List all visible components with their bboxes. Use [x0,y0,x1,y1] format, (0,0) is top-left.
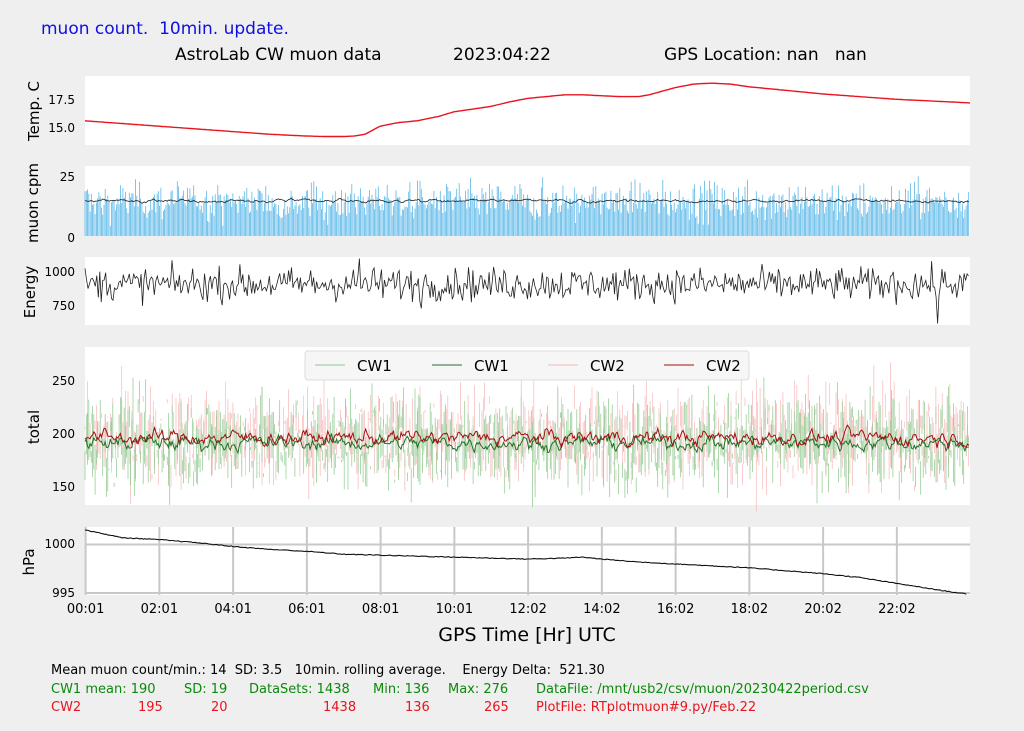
chart-subtitle: AstroLab CW muon data [175,45,382,65]
cw1-mean: CW1 mean: 190 [51,682,156,697]
temp-ytick: 17.5 [48,93,75,107]
page-title: muon count. 10min. update. [41,19,289,39]
total-plot [84,362,970,512]
total-ytick: 200 [52,427,75,441]
hpa-ytick: 1000 [44,537,75,551]
legend-cw1-raw: CW1 [357,357,392,375]
cw2-max: 265 [484,700,509,715]
hpa-plot [84,527,970,595]
x-tick-label: 10:01 [436,602,473,617]
x-tick-label: 18:02 [731,602,768,617]
x-tick-label: 20:02 [804,602,841,617]
temp-panel [85,76,970,145]
x-axis-label: GPS Time [Hr] UTC [438,624,615,646]
total-ytick: 250 [52,374,75,388]
total-legend: CW1 CW1 CW2 CW2 [304,350,750,381]
x-tick-label: 14:02 [583,602,620,617]
pressure-line [84,529,967,595]
energy-plot [84,258,969,324]
energy-panel [85,257,970,325]
cw1-datasets: DataSets: 1438 [249,682,350,697]
legend-cw2-avg: CW2 [706,357,741,375]
x-tick-label: 06:01 [288,602,325,617]
x-tick-labels: 00:01 02:01 04:01 06:01 08:01 10:01 12:02 14:02… [67,602,916,617]
total-ytick: 150 [52,480,75,494]
x-tick-label: 12:02 [509,602,546,617]
gps-location: GPS Location: nan nan [664,45,867,65]
temp-plot [84,82,971,138]
legend-cw1-avg: CW1 [474,357,509,375]
energy-ytick: 750 [52,299,75,313]
chart-date: 2023:04:22 [453,45,551,65]
cw2-sd: 20 [211,700,228,715]
temp-ytick: 15.0 [48,121,75,135]
x-tick-label: 04:01 [214,602,251,617]
cw1-max: Max: 276 [448,682,509,697]
muon-average-line [84,197,969,204]
cw1-raw-line [84,377,970,508]
temperature-line [84,82,971,138]
muon-bars [84,176,970,236]
x-tick-label: 00:01 [67,602,104,617]
x-tick-label: 22:02 [878,602,915,617]
cw1-datafile: DataFile: /mnt/usb2/csv/muon/20230422per… [536,682,869,697]
footer-summary: Mean muon count/min.: 14 SD: 3.5 10min. … [51,663,605,678]
x-tick-label: 02:01 [141,602,178,617]
muon-ytick: 25 [60,170,75,184]
x-tick-label: 08:01 [362,602,399,617]
legend-cw2-raw: CW2 [590,357,625,375]
cw1-average-line [84,432,969,455]
cw2-min: 136 [405,700,430,715]
x-tick-label: 16:02 [657,602,694,617]
cw2-datasets: 1438 [323,700,357,715]
hpa-ytick: 995 [52,586,75,600]
energy-line [84,258,969,324]
cw2-label: CW2 [51,700,82,715]
cw2-average-line [84,424,970,450]
cw1-sd: SD: 19 [184,682,228,697]
cw2-mean: 195 [138,700,163,715]
muon-ytick: 0 [67,231,75,245]
cw2-plotfile: PlotFile: RTplotmuon#9.py/Feb.22 [536,700,757,715]
muon-plot [84,176,970,236]
cw1-min: Min: 136 [373,682,430,697]
energy-ytick: 1000 [44,265,75,279]
